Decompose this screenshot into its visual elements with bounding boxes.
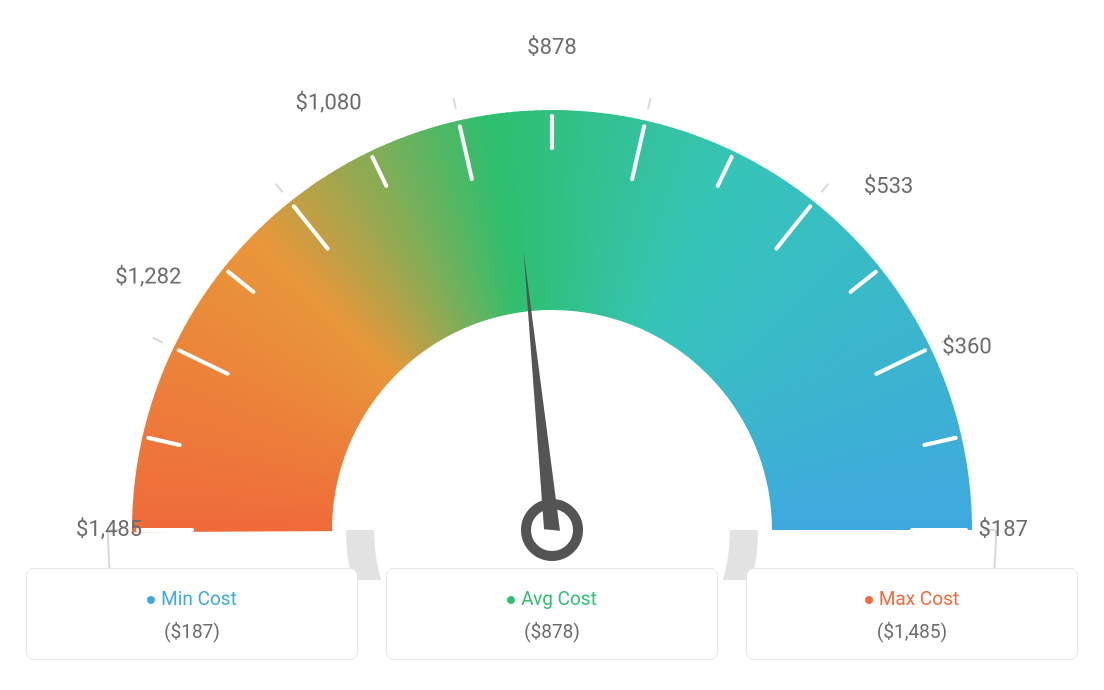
svg-text:$360: $360 xyxy=(942,335,991,360)
legend-label-avg: Avg Cost xyxy=(397,587,707,610)
svg-text:$878: $878 xyxy=(527,35,576,60)
svg-text:$1,485: $1,485 xyxy=(76,517,142,542)
legend-label-text: Max Cost xyxy=(879,587,959,610)
legend-label-text: Min Cost xyxy=(161,587,237,610)
legend-card-min: Min Cost ($187) xyxy=(26,568,358,660)
legend-card-max: Max Cost ($1,485) xyxy=(746,568,1078,660)
cost-gauge-chart: $187 $360 $533 $878 $1,080 $1,282 $1,485 Min C… xyxy=(0,0,1104,690)
legend-value-avg: ($878) xyxy=(397,620,707,643)
gauge-svg: $187 $360 $533 $878 $1,080 $1,282 $1,485 xyxy=(0,0,1104,580)
svg-text:$1,080: $1,080 xyxy=(295,91,361,116)
dot-icon xyxy=(865,596,873,604)
legend-label-min: Min Cost xyxy=(37,587,347,610)
legend-card-avg: Avg Cost ($878) xyxy=(386,568,718,660)
svg-text:$533: $533 xyxy=(864,174,913,199)
svg-text:$1,282: $1,282 xyxy=(115,265,181,290)
legend-label-text: Avg Cost xyxy=(521,587,597,610)
svg-text:$187: $187 xyxy=(979,517,1028,542)
dot-icon xyxy=(507,596,515,604)
legend-value-max: ($1,485) xyxy=(757,620,1067,643)
dot-icon xyxy=(147,596,155,604)
legend-label-max: Max Cost xyxy=(757,587,1067,610)
legend-row: Min Cost ($187) Avg Cost ($878) Max Cost… xyxy=(0,568,1104,660)
legend-value-min: ($187) xyxy=(37,620,347,643)
